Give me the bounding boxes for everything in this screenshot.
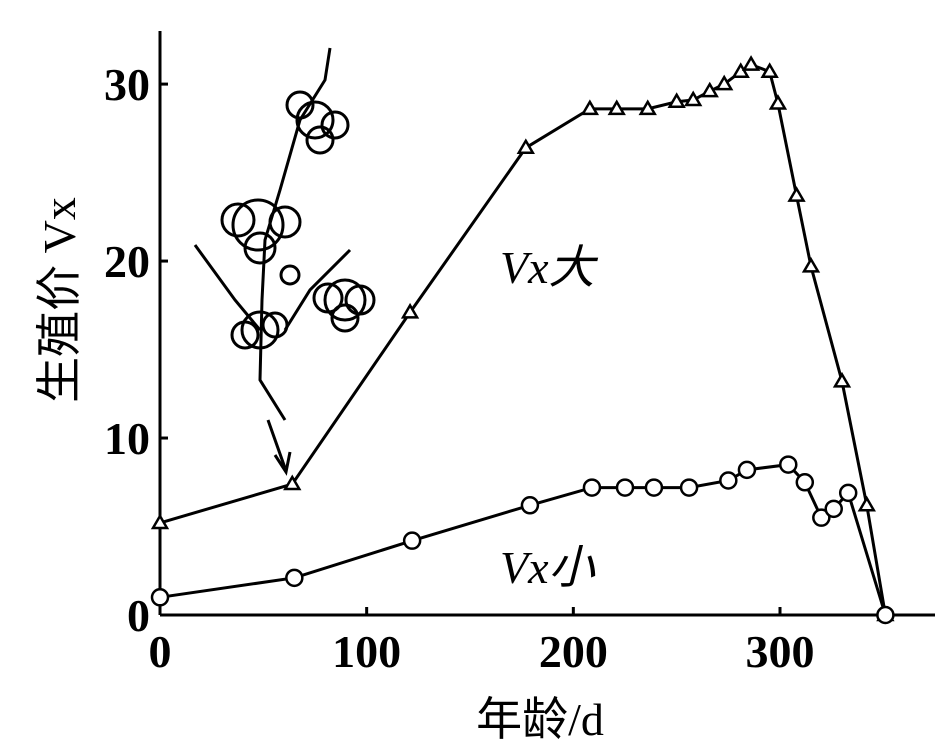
marker xyxy=(832,371,852,388)
marker xyxy=(719,471,738,490)
x-tick-label: 0 xyxy=(149,626,172,677)
marker xyxy=(795,473,815,492)
marker xyxy=(684,90,703,107)
marker xyxy=(285,568,304,588)
marker xyxy=(838,483,858,503)
marker xyxy=(402,531,422,550)
marker xyxy=(876,605,895,625)
marker xyxy=(768,94,788,110)
marker xyxy=(520,496,540,515)
marker xyxy=(857,495,876,512)
marker xyxy=(741,55,761,71)
marker xyxy=(644,478,664,497)
marker xyxy=(824,499,843,519)
marker xyxy=(607,99,626,116)
y-tick-label: 30 xyxy=(104,59,150,110)
marker xyxy=(638,99,657,116)
marker xyxy=(801,256,821,273)
marker xyxy=(737,460,757,480)
y-axis-label: 生殖价 Vx xyxy=(34,197,85,403)
x-tick-label: 100 xyxy=(332,626,401,677)
x-axis-label: 年龄/d xyxy=(476,694,604,745)
marker xyxy=(150,588,170,607)
marker xyxy=(715,74,734,91)
y-tick-label: 20 xyxy=(104,236,150,287)
marker xyxy=(667,92,686,109)
series-label: Vx小 xyxy=(500,542,596,593)
marker xyxy=(700,81,719,98)
marker xyxy=(580,99,600,116)
marker xyxy=(760,62,779,78)
marker xyxy=(615,478,635,497)
marker xyxy=(516,138,535,155)
flower-illustration xyxy=(193,47,376,476)
x-tick-label: 300 xyxy=(746,626,815,677)
marker xyxy=(400,302,420,319)
marker xyxy=(787,186,806,202)
marker xyxy=(679,478,699,497)
marker xyxy=(283,474,302,491)
x-tick-label: 200 xyxy=(539,626,608,677)
y-tick-label: 10 xyxy=(104,413,150,464)
marker xyxy=(582,478,602,497)
marker xyxy=(150,513,170,530)
y-tick-label: 0 xyxy=(127,590,150,641)
marker xyxy=(812,508,831,527)
series-label: Vx大 xyxy=(500,242,599,293)
marker xyxy=(779,455,798,474)
